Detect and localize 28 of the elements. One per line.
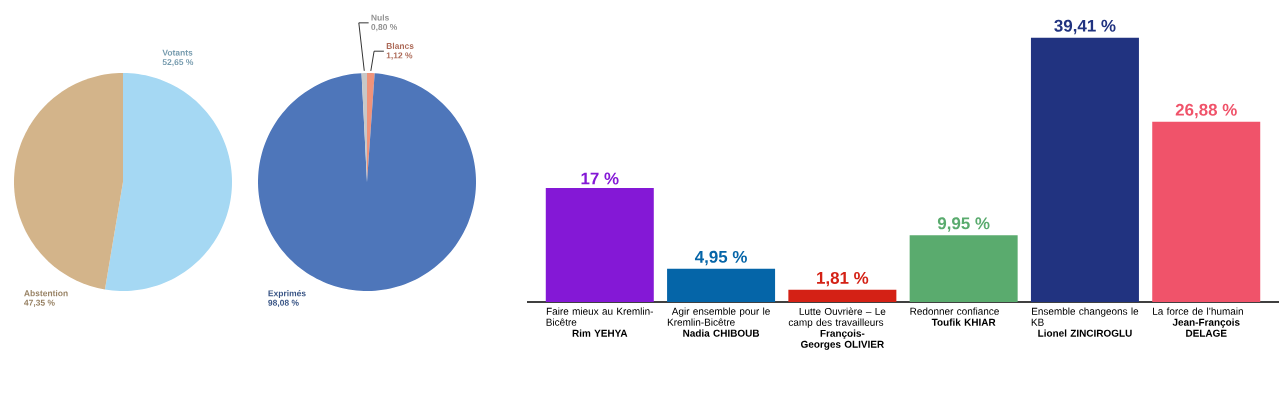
slice-label: Abstention <box>24 290 68 297</box>
data-label: 39,41 % <box>1054 19 1116 35</box>
bar <box>909 235 1018 302</box>
x-tick-label: Lutte Ouvrière – Le camp des travailleurs François-Georges OLIVIER <box>788 307 886 350</box>
slice-label: Blancs <box>386 42 414 49</box>
x-tick-label: Faire mieux au Kremlin-Bicêtre Rim YEHYA <box>546 307 654 337</box>
slice-label: Votants <box>162 49 193 56</box>
data-label: 52,65 % <box>162 59 194 67</box>
data-label: 9,95 % <box>937 217 990 232</box>
data-label: 47,35 % <box>24 299 55 307</box>
x-tick-label: Redonner confiance Toufik KHIAR <box>910 307 999 326</box>
data-label: 1,12 % <box>386 52 413 60</box>
data-label: 4,95 % <box>694 250 747 266</box>
slice-label: Nuls <box>371 14 389 21</box>
x-tick-label: Agir ensemble pour le Kremlin-Bicêtre Nadia CHIBOUB <box>667 307 770 337</box>
bar <box>1030 37 1139 302</box>
data-label: 17 % <box>581 172 619 185</box>
x-tick-label: La force de l’humain Jean-François DELAGE <box>1153 307 1243 337</box>
data-label: 26,88 % <box>1175 103 1237 119</box>
bar <box>545 187 654 302</box>
slice-label: Exprimés <box>268 290 306 298</box>
data-label: 98,08 % <box>268 299 299 307</box>
bar <box>788 289 897 302</box>
data-label: 0,80 % <box>371 24 398 32</box>
bar <box>667 268 776 302</box>
bar <box>1152 121 1261 302</box>
x-tick-label: Ensemble changeons le KB Lionel ZINCIROGLU <box>1031 307 1139 337</box>
data-label: 1,81 % <box>817 271 869 287</box>
